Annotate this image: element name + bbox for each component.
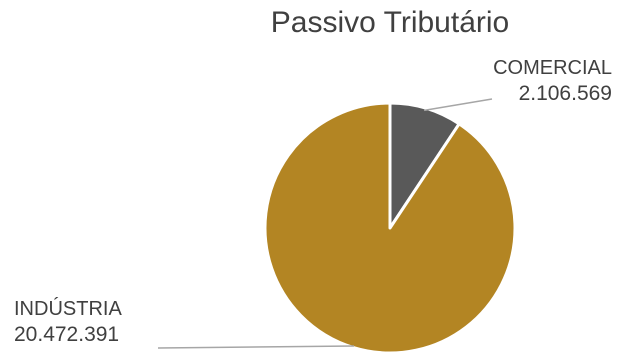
slice-label-comercial-value: 2.106.569	[518, 82, 612, 105]
slice-label-comercial: COMERCIAL 2.106.569	[493, 55, 612, 107]
slice-label-industria: INDÚSTRIA 20.472.391	[14, 296, 122, 348]
slice-label-comercial-name: COMERCIAL	[493, 57, 612, 79]
slice-industria	[263, 101, 517, 353]
slice-label-industria-name: INDÚSTRIA	[14, 298, 122, 320]
leader-line-industria	[157, 345, 355, 349]
chart-title: Passivo Tributário	[270, 6, 510, 39]
leader-line-comercial	[423, 98, 493, 112]
slice-label-industria-value: 20.472.391	[14, 323, 120, 346]
